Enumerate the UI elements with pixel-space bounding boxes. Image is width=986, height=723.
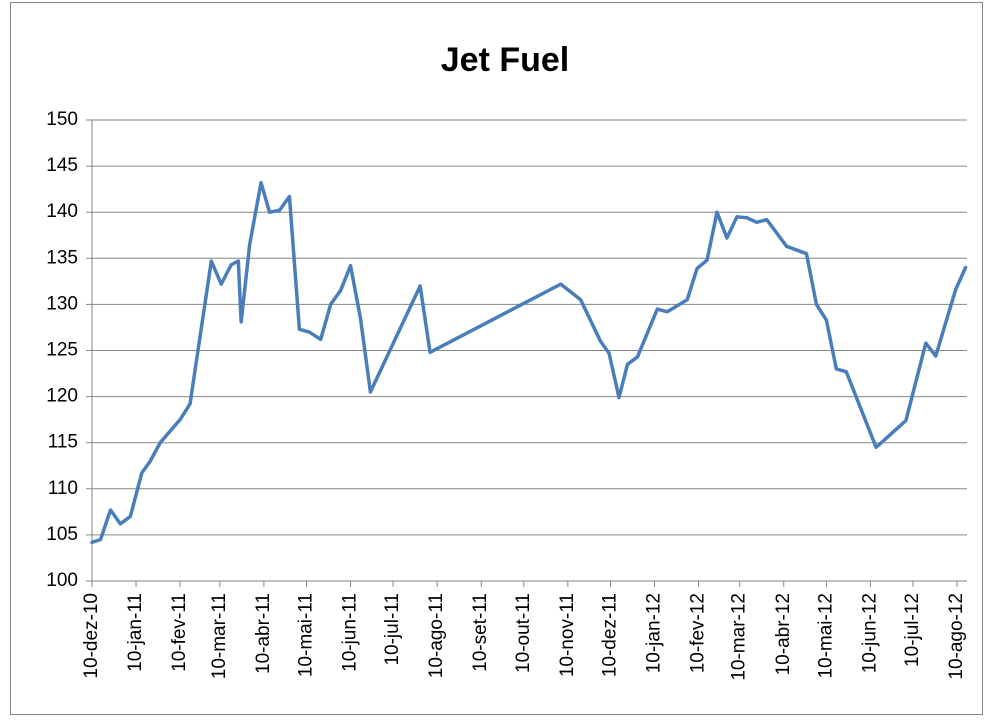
x-tick-label: 10-jun-11: [340, 593, 361, 672]
x-tick-label: 10-mar-11: [209, 593, 230, 679]
x-tick-label: 10-out-11: [513, 593, 534, 673]
y-tick-label: 115: [48, 432, 78, 453]
x-tick-label: 10-jan-11: [125, 593, 146, 672]
x-tick-label: 10-nov-11: [557, 593, 578, 677]
y-tick-label: 105: [46, 524, 78, 545]
y-tick-label: 125: [46, 340, 78, 361]
x-tick-label: 10-mar-12: [729, 593, 750, 681]
x-tick-label: 10-abr-12: [773, 593, 794, 675]
x-tick-label: 10-dez-11: [599, 593, 620, 677]
chart-border: [10, 2, 983, 715]
x-tick-label: 10-jun-12: [859, 593, 880, 673]
y-tick-label: 100: [46, 570, 78, 591]
y-tick-label: 135: [46, 247, 78, 268]
x-tick-label: 10-jul-12: [902, 593, 923, 667]
x-tick-label: 10-abr-11: [253, 593, 274, 674]
x-tick-label: 10-fev-11: [169, 593, 190, 672]
x-tick-label: 10-ago-12: [946, 593, 967, 680]
x-tick-label: 10-ago-11: [426, 593, 447, 678]
x-tick-label: 10-fev-12: [688, 593, 709, 673]
x-tick-label: 10-set-11: [470, 593, 491, 672]
x-tick-label: 10-dez-10: [81, 593, 102, 679]
x-tick-label: 10-mai-11: [296, 593, 317, 677]
y-tick-label: 120: [46, 386, 78, 407]
x-tick-label: 10-mai-12: [815, 593, 836, 679]
x-tick-label: 10-jul-11: [382, 593, 403, 666]
y-tick-label: 130: [46, 293, 78, 314]
chart-title: Jet Fuel: [441, 41, 569, 79]
y-tick-label: 140: [46, 201, 78, 222]
y-tick-label: 150: [46, 109, 78, 130]
y-tick-label: 145: [46, 155, 78, 176]
x-tick-label: 10-jan-12: [644, 593, 665, 673]
data-line: [90, 180, 968, 545]
y-tick-label: 110: [48, 478, 78, 499]
